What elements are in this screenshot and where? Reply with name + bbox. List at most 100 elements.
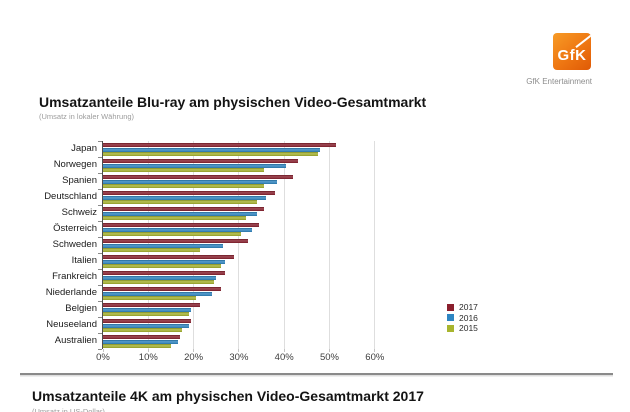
bar-2016-Australien	[103, 339, 178, 344]
country-label: Österreich	[53, 223, 97, 234]
bar-2017-Niederlande	[103, 287, 221, 292]
chart-subtitle: (Umsatz in lokaler Währung)	[39, 112, 135, 121]
y-axis-tick	[97, 349, 102, 350]
country-label: Frankreich	[52, 271, 97, 282]
country-label: Schweden	[52, 239, 97, 250]
brand-caption: GfK Entertainment	[526, 77, 592, 86]
bar-2015-Schweiz	[103, 216, 246, 221]
x-axis-label: 40%	[274, 352, 294, 363]
country-label: Norwegen	[53, 159, 97, 170]
second-chart-title: Umsatzanteile 4K am physischen Video-Ges…	[32, 388, 424, 404]
bar-2017-Spanien	[103, 175, 294, 180]
y-axis-tick	[97, 253, 102, 254]
bar-2015-Österreich	[103, 232, 242, 237]
bar-2015-Japan	[103, 152, 319, 157]
y-axis-tick	[97, 189, 102, 190]
y-axis-tick	[97, 237, 102, 238]
x-axis-tick	[193, 349, 195, 352]
bar-2016-Schweden	[103, 243, 224, 248]
grid-line	[374, 141, 376, 349]
plot-area: 0% 10% 20% 30% 40% 50% 60%	[96, 141, 430, 363]
second-chart-subtitle: (Umsatz in US-Dollar)	[32, 407, 105, 412]
bar-2017-Österreich	[103, 223, 260, 228]
bar-2016-Deutschland	[103, 195, 267, 200]
country-label: Neuseeland	[46, 319, 97, 330]
bar-2017-Italien	[103, 255, 235, 260]
bar-2017-Norwegen	[103, 159, 298, 164]
bar-2016-Neuseeland	[103, 323, 190, 328]
x-axis-tick	[329, 349, 330, 352]
bar-2017-Schweden	[103, 239, 248, 244]
section-divider	[20, 373, 613, 375]
bar-2015-Deutschland	[103, 200, 258, 205]
bar-2017-Schweiz	[103, 207, 264, 212]
bar-2015-Niederlande	[103, 296, 196, 301]
bar-2017-Belgien	[103, 303, 201, 308]
y-axis-tick	[97, 301, 102, 302]
legend-swatch	[447, 303, 454, 311]
country-label: Australien	[54, 335, 97, 346]
x-axis-tick	[102, 349, 104, 352]
bluray-bar-chart: Japan Norwegen Spanien Deutschland Schweiz Ös…	[0, 141, 630, 371]
bar-2016-Italien	[103, 259, 226, 264]
bar-2015-Italien	[103, 264, 221, 269]
country-label: Italien	[71, 255, 97, 266]
y-axis-tick	[97, 221, 102, 222]
legend-swatch	[447, 324, 454, 332]
country-label: Spanien	[62, 175, 97, 186]
country-label: Japan	[71, 143, 97, 154]
grid-line	[238, 141, 240, 349]
country-label: Niederlande	[45, 287, 97, 298]
bar-2017-Frankreich	[103, 271, 226, 276]
bar-2016-Österreich	[103, 227, 253, 232]
bar-2016-Belgien	[103, 307, 192, 312]
country-label: Belgien	[65, 303, 97, 314]
bar-2015-Spanien	[103, 184, 264, 189]
bar-2015-Frankreich	[103, 280, 214, 285]
chart-title: Umsatzanteile Blu-ray am physischen Vide…	[39, 94, 427, 110]
bar-2016-Schweiz	[103, 211, 258, 216]
y-axis-tick	[97, 269, 102, 270]
y-axis-tick	[97, 205, 102, 206]
legend-item: 2015	[447, 323, 478, 334]
country-label: Deutschland	[44, 191, 97, 202]
bar-2015-Belgien	[103, 312, 190, 317]
bar-2017-Australien	[103, 335, 180, 340]
y-axis-tick	[97, 157, 102, 158]
bar-2017-Deutschland	[103, 191, 276, 196]
bar-2015-Norwegen	[103, 168, 264, 173]
x-axis-label: 60%	[365, 352, 385, 363]
y-axis-tick	[97, 285, 102, 286]
y-axis-tick	[97, 317, 102, 318]
bar-2016-Niederlande	[103, 291, 212, 296]
bar-2016-Frankreich	[103, 275, 217, 280]
bar-2015-Schweden	[103, 248, 201, 253]
legend-swatch	[447, 314, 454, 322]
gfk-logo: GfK	[553, 33, 591, 70]
x-axis-label: 50%	[319, 352, 340, 363]
bar-2015-Australien	[103, 344, 171, 349]
legend-label: 2015	[459, 323, 478, 333]
y-axis-tick	[97, 141, 102, 142]
x-axis-tick	[374, 349, 376, 352]
legend-label: 2016	[459, 312, 478, 323]
y-axis-labels: Japan Norwegen Spanien Deutschland Schweiz Ös…	[0, 141, 97, 349]
legend: 2017 2016 2015	[447, 302, 478, 334]
y-axis-line	[101, 141, 103, 349]
x-axis-tick	[238, 349, 240, 352]
y-axis-tick	[97, 333, 102, 334]
grid-line	[329, 141, 330, 349]
bar-2017-Japan	[103, 143, 337, 148]
bar-2016-Norwegen	[103, 163, 287, 168]
bar-2017-Neuseeland	[103, 319, 192, 324]
x-axis-label: 0%	[96, 352, 110, 363]
y-axis-tick	[97, 173, 102, 174]
x-axis-tick	[147, 349, 149, 352]
x-axis-label: 10%	[138, 352, 158, 363]
legend-item: 2016	[447, 313, 478, 324]
bar-2016-Spanien	[103, 179, 278, 184]
grid-line	[283, 141, 285, 349]
x-axis-label: 30%	[229, 352, 249, 363]
country-label: Schweiz	[61, 207, 97, 218]
